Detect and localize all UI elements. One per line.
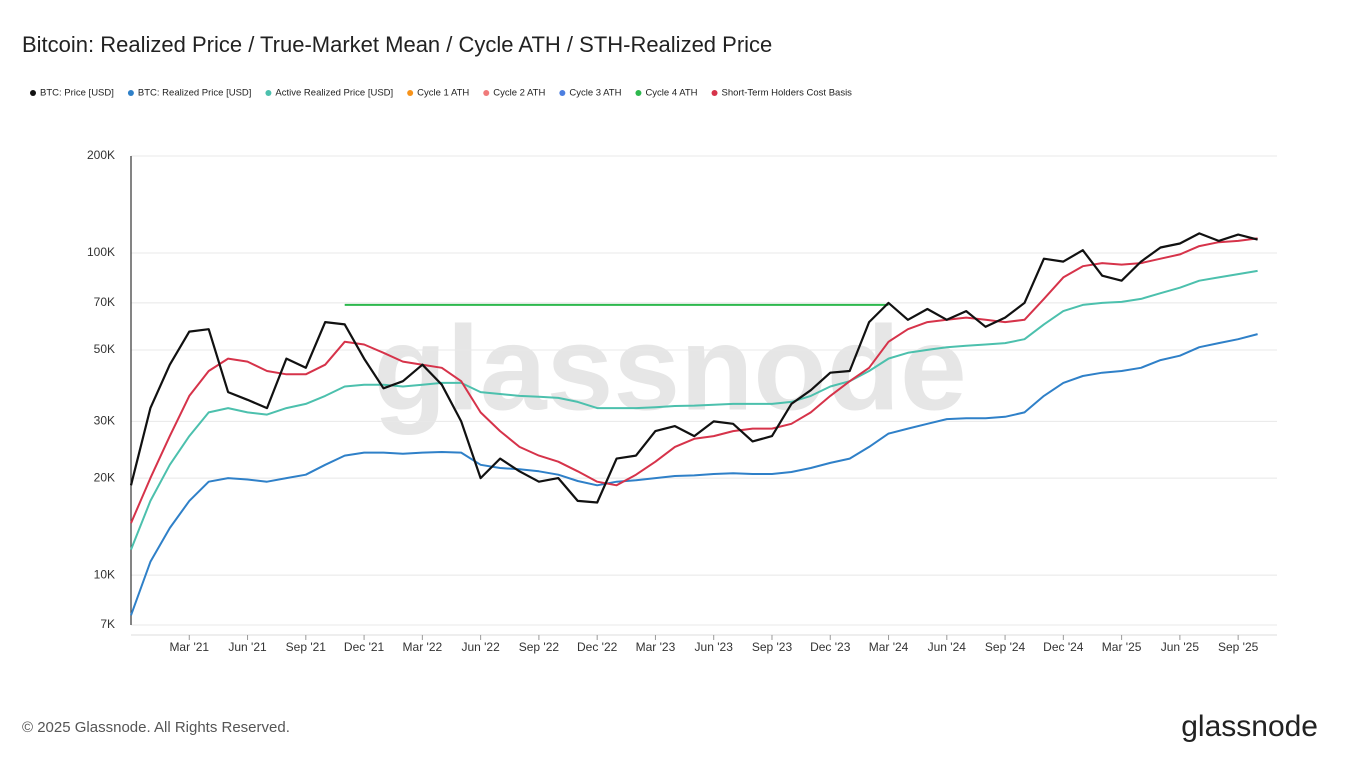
x-tick-label: Jun '25 bbox=[1161, 640, 1200, 654]
legend-dot bbox=[265, 90, 272, 96]
x-tick-label: Dec '24 bbox=[1043, 640, 1084, 654]
legend-dot bbox=[559, 90, 566, 96]
y-tick-label: 200K bbox=[87, 148, 115, 162]
legend-dot bbox=[483, 90, 490, 96]
x-tick-label: Sep '23 bbox=[752, 640, 793, 654]
x-tick-label: Dec '23 bbox=[810, 640, 851, 654]
x-tick-label: Dec '21 bbox=[344, 640, 385, 654]
x-tick-label: Jun '23 bbox=[695, 640, 734, 654]
logo: glassnode bbox=[1181, 710, 1318, 743]
y-tick-label: 7K bbox=[100, 617, 115, 631]
series-line bbox=[130, 333, 1258, 616]
y-tick-label: 100K bbox=[87, 245, 115, 259]
legend-dot bbox=[127, 90, 134, 96]
series-line bbox=[130, 269, 1258, 550]
y-tick-label: 20K bbox=[94, 470, 115, 484]
x-tick-label: Sep '25 bbox=[1218, 640, 1259, 654]
x-tick-label: Sep '24 bbox=[985, 640, 1026, 654]
x-tick-label: Mar '22 bbox=[403, 640, 443, 654]
legend-label: Active Realized Price [USD] bbox=[275, 88, 393, 99]
legend-label: Short-Term Holders Cost Basis bbox=[722, 88, 853, 99]
x-tick-label: Sep '22 bbox=[519, 640, 560, 654]
x-tick-label: Sep '21 bbox=[286, 640, 327, 654]
watermark: glassnode bbox=[373, 302, 967, 436]
chart-title: Bitcoin: Realized Price / True-Market Me… bbox=[22, 32, 772, 57]
legend-label: Cycle 4 ATH bbox=[645, 88, 697, 99]
x-tick-label: Mar '21 bbox=[169, 640, 209, 654]
y-tick-label: 10K bbox=[94, 567, 115, 581]
x-tick-label: Jun '21 bbox=[228, 640, 267, 654]
legend-label: Cycle 2 ATH bbox=[493, 88, 545, 99]
legend-label: Cycle 1 ATH bbox=[417, 88, 469, 99]
x-tick-label: Dec '22 bbox=[577, 640, 618, 654]
legend-dot bbox=[711, 90, 718, 96]
series-line bbox=[130, 237, 1258, 524]
x-tick-label: Mar '24 bbox=[869, 640, 909, 654]
y-tick-label: 30K bbox=[94, 414, 115, 428]
y-tick-label: 50K bbox=[94, 342, 115, 356]
x-tick-label: Jun '24 bbox=[928, 640, 967, 654]
x-tick-label: Mar '23 bbox=[636, 640, 676, 654]
legend-dot bbox=[635, 90, 642, 96]
legend-dot bbox=[407, 90, 414, 96]
x-tick-label: Jun '22 bbox=[461, 640, 500, 654]
legend-dot bbox=[30, 90, 36, 96]
legend-label: BTC: Realized Price [USD] bbox=[138, 88, 252, 99]
legend-label: BTC: Price [USD] bbox=[40, 88, 114, 99]
legend-label: Cycle 3 ATH bbox=[569, 88, 621, 99]
x-tick-label: Mar '25 bbox=[1102, 640, 1142, 654]
footer: © 2025 Glassnode. All Rights Reserved. bbox=[22, 719, 290, 736]
y-tick-label: 70K bbox=[94, 295, 115, 309]
series-line bbox=[129, 232, 1258, 504]
